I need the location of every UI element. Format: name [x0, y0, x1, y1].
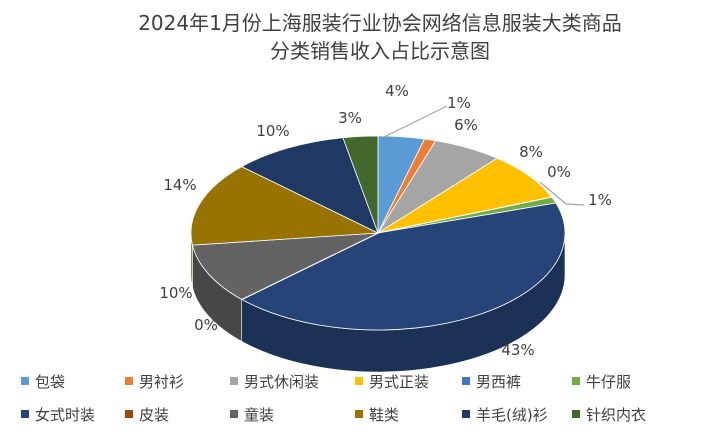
- legend-label-6: 女式时装: [35, 406, 95, 424]
- data-label-6: 43%: [501, 341, 534, 359]
- pie-slice-6: [241, 202, 566, 331]
- legend-label-11: 针织内衣: [586, 406, 646, 424]
- data-label-2: 6%: [454, 116, 478, 134]
- legend-swatch-11: [572, 410, 580, 418]
- data-label-11: 3%: [338, 109, 362, 127]
- leader-line-5: [539, 181, 585, 206]
- data-label-3: 8%: [519, 143, 543, 161]
- data-label-5: 1%: [588, 191, 612, 209]
- legend-swatch-3: [355, 377, 363, 385]
- legend-swatch-5: [572, 377, 580, 385]
- legend-item-5: 牛仔服: [572, 373, 631, 391]
- legend-label-7: 皮装: [139, 406, 169, 424]
- pie-slice-11: [342, 135, 379, 234]
- pie-slice-3: [377, 157, 553, 234]
- leader-line-1: [383, 105, 448, 138]
- legend-swatch-8: [230, 410, 238, 418]
- legend-label-5: 牛仔服: [586, 373, 631, 391]
- legend-item-4: 男西裤: [462, 373, 521, 391]
- data-labels: 4%1%6%8%0%1%43%0%10%14%10%3%: [159, 82, 612, 359]
- legend-item-9: 鞋类: [355, 406, 399, 424]
- legend-item-11: 针织内衣: [572, 406, 646, 424]
- legend-swatch-10: [462, 410, 470, 418]
- legend-swatch-1: [125, 377, 133, 385]
- data-label-1: 1%: [447, 94, 471, 112]
- legend-label-0: 包袋: [35, 373, 65, 391]
- legend-item-6: 女式时装: [21, 406, 95, 424]
- legend-item-10: 羊毛(绒)衫: [462, 406, 548, 424]
- legend-label-2: 男式休闲装: [244, 373, 319, 391]
- legend-label-4: 男西裤: [476, 373, 521, 391]
- chart-subtitle: 分类销售收入占比示意图: [270, 39, 490, 63]
- data-label-7: 0%: [194, 316, 218, 334]
- data-label-8: 10%: [159, 284, 192, 302]
- legend-item-0: 包袋: [21, 373, 65, 391]
- legend-item-3: 男式正装: [355, 373, 429, 391]
- pie-top: [190, 135, 566, 331]
- pie-slice-10: [241, 137, 379, 234]
- legend-swatch-6: [21, 410, 29, 418]
- legend-swatch-9: [355, 410, 363, 418]
- chart-title: 2024年1月份上海服装行业协会网络信息服装大类商品: [138, 11, 622, 35]
- data-label-9: 14%: [163, 176, 196, 194]
- legend-label-9: 鞋类: [369, 406, 399, 424]
- pie-slice-9: [190, 166, 379, 246]
- legend-item-1: 男衬衫: [125, 373, 184, 391]
- legend-swatch-7: [125, 410, 133, 418]
- data-label-10: 10%: [256, 122, 289, 140]
- data-label-4: 0%: [547, 163, 571, 181]
- data-label-0: 4%: [385, 82, 409, 100]
- legend-item-8: 童装: [230, 406, 274, 424]
- legend-item-7: 皮装: [125, 406, 169, 424]
- legend-swatch-0: [21, 377, 29, 385]
- legend-label-8: 童装: [244, 406, 274, 424]
- legend-label-10: 羊毛(绒)衫: [476, 406, 548, 424]
- pie-slice-8: [192, 232, 379, 300]
- legend-item-2: 男式休闲装: [230, 373, 319, 391]
- legend-swatch-2: [230, 377, 238, 385]
- leader-lines: [383, 105, 585, 206]
- legend-swatch-4: [462, 377, 470, 385]
- legend-label-1: 男衬衫: [139, 373, 184, 391]
- legend-label-3: 男式正装: [369, 373, 429, 391]
